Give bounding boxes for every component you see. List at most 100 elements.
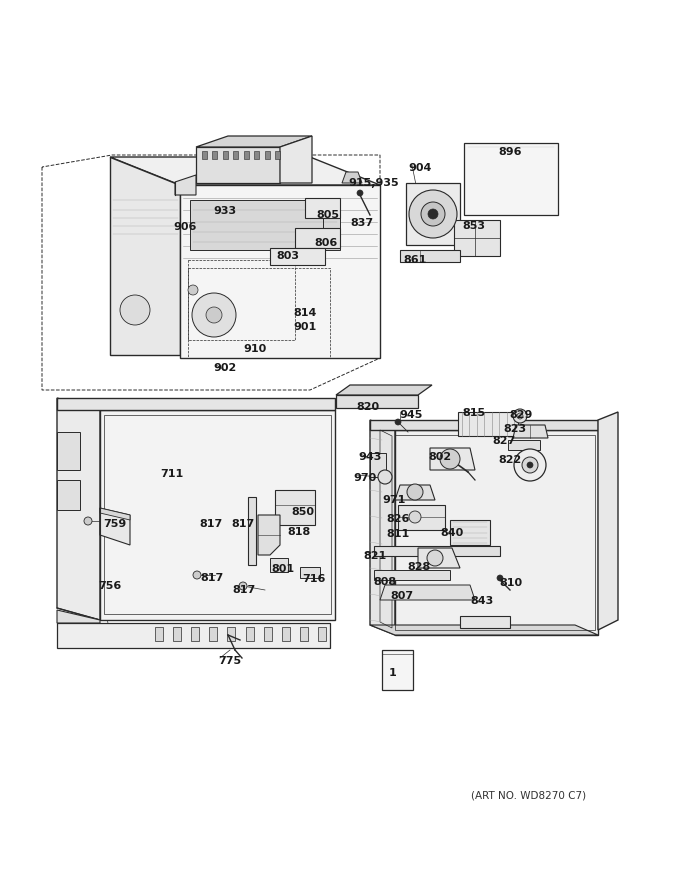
Polygon shape xyxy=(380,585,475,600)
Text: 904: 904 xyxy=(408,163,431,173)
Polygon shape xyxy=(460,616,510,628)
Circle shape xyxy=(395,419,401,425)
Text: 805: 805 xyxy=(316,210,339,220)
Text: 823: 823 xyxy=(503,424,526,434)
Polygon shape xyxy=(57,398,335,410)
Polygon shape xyxy=(336,395,418,408)
Bar xyxy=(245,627,254,641)
Text: 817: 817 xyxy=(199,519,222,529)
Polygon shape xyxy=(508,440,540,450)
Circle shape xyxy=(522,457,538,473)
Text: 806: 806 xyxy=(314,238,337,248)
Text: 818: 818 xyxy=(287,527,310,537)
Text: 840: 840 xyxy=(440,528,463,538)
Polygon shape xyxy=(342,172,362,183)
Text: 850: 850 xyxy=(291,507,314,517)
Polygon shape xyxy=(100,508,130,520)
Polygon shape xyxy=(370,625,598,635)
Polygon shape xyxy=(370,420,598,430)
Circle shape xyxy=(517,413,523,419)
Text: 826: 826 xyxy=(386,514,409,524)
Polygon shape xyxy=(100,410,335,620)
Circle shape xyxy=(188,285,198,295)
Circle shape xyxy=(427,550,443,566)
Circle shape xyxy=(440,449,460,469)
Bar xyxy=(265,151,269,159)
Bar xyxy=(318,627,326,641)
Polygon shape xyxy=(196,147,280,183)
Text: 817: 817 xyxy=(231,519,254,529)
Circle shape xyxy=(357,190,363,196)
Polygon shape xyxy=(196,136,312,147)
Bar xyxy=(223,151,228,159)
Polygon shape xyxy=(305,198,340,218)
Polygon shape xyxy=(395,430,598,635)
Text: 803: 803 xyxy=(276,251,299,261)
Text: 901: 901 xyxy=(293,322,316,332)
Circle shape xyxy=(192,293,236,337)
Bar xyxy=(233,151,238,159)
Text: 811: 811 xyxy=(386,529,409,539)
Bar xyxy=(254,151,259,159)
Circle shape xyxy=(513,409,527,423)
Text: 1: 1 xyxy=(389,668,396,678)
Polygon shape xyxy=(374,546,500,556)
Text: 828: 828 xyxy=(407,562,430,572)
Polygon shape xyxy=(450,520,490,545)
Polygon shape xyxy=(598,412,618,630)
Text: 945: 945 xyxy=(399,410,422,420)
Text: 807: 807 xyxy=(390,591,413,601)
Polygon shape xyxy=(100,508,130,545)
Polygon shape xyxy=(382,650,413,690)
Text: 802: 802 xyxy=(428,452,451,462)
Bar xyxy=(212,151,218,159)
Bar xyxy=(275,151,280,159)
Bar xyxy=(264,627,272,641)
Circle shape xyxy=(378,470,392,484)
Text: 827: 827 xyxy=(492,436,515,446)
Polygon shape xyxy=(430,448,475,470)
Text: 817: 817 xyxy=(232,585,255,595)
Text: 910: 910 xyxy=(243,344,267,354)
Circle shape xyxy=(527,462,533,468)
Text: 756: 756 xyxy=(98,581,121,591)
Polygon shape xyxy=(454,220,500,256)
Text: 775: 775 xyxy=(218,656,241,666)
Polygon shape xyxy=(270,558,288,572)
Polygon shape xyxy=(395,485,435,500)
Text: 716: 716 xyxy=(302,574,325,584)
Circle shape xyxy=(120,295,150,325)
Bar xyxy=(227,627,235,641)
Bar xyxy=(155,627,163,641)
Text: 759: 759 xyxy=(103,519,126,529)
Text: 902: 902 xyxy=(213,363,236,373)
Polygon shape xyxy=(57,610,100,623)
Polygon shape xyxy=(300,567,320,578)
Polygon shape xyxy=(513,425,548,438)
Bar xyxy=(300,627,308,641)
Polygon shape xyxy=(175,175,196,195)
Text: 843: 843 xyxy=(470,596,493,606)
Polygon shape xyxy=(57,623,330,648)
Polygon shape xyxy=(270,248,325,265)
Text: 801: 801 xyxy=(271,564,294,574)
Polygon shape xyxy=(418,548,460,568)
Text: 821: 821 xyxy=(363,551,386,561)
Text: 853: 853 xyxy=(462,221,485,231)
Text: 837: 837 xyxy=(350,218,373,228)
Polygon shape xyxy=(398,505,445,530)
Polygon shape xyxy=(464,143,558,215)
Text: 808: 808 xyxy=(373,577,396,587)
Circle shape xyxy=(497,575,503,581)
Text: 861: 861 xyxy=(403,255,426,265)
Text: 896: 896 xyxy=(498,147,522,157)
Bar xyxy=(173,627,181,641)
Circle shape xyxy=(407,484,423,500)
Polygon shape xyxy=(374,570,450,580)
Polygon shape xyxy=(110,157,180,355)
Polygon shape xyxy=(295,228,340,248)
Bar xyxy=(282,627,290,641)
Polygon shape xyxy=(406,183,460,245)
Polygon shape xyxy=(458,412,518,436)
Text: 822: 822 xyxy=(498,455,522,465)
